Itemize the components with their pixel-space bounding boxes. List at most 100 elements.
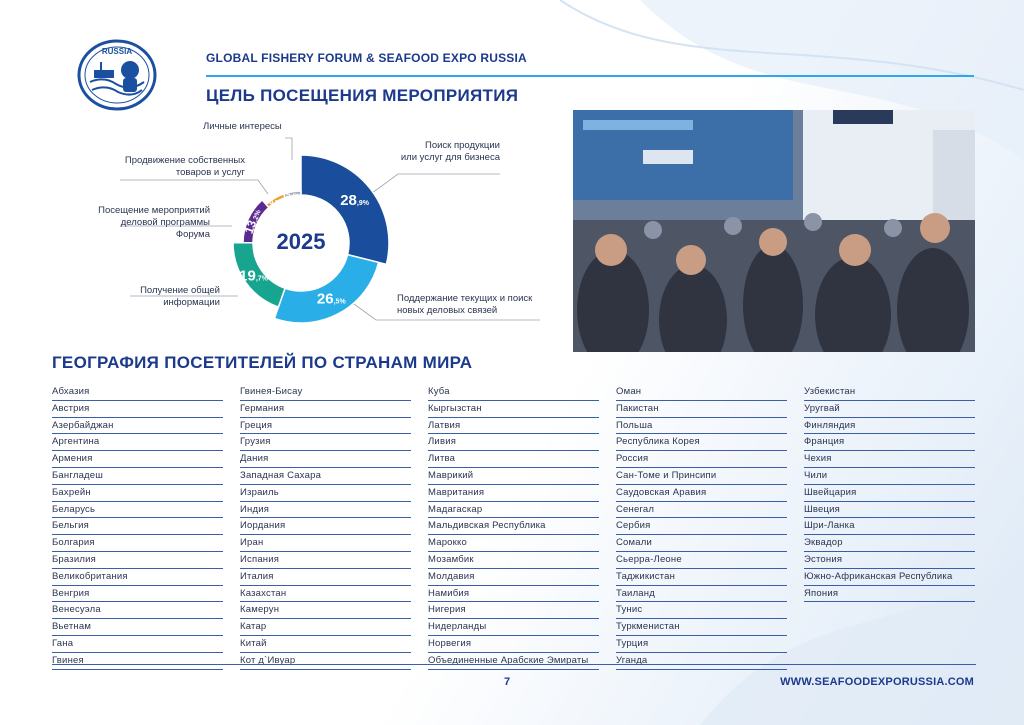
donut-slice-5 — [282, 190, 302, 199]
donut-value-main-5: 5 — [286, 191, 291, 200]
label-info-line1: Получение общей — [140, 285, 220, 296]
donut-slice-2 — [232, 241, 286, 309]
country-list-item: Молдавия — [428, 569, 599, 586]
country-list-item: Швейцария — [804, 485, 975, 502]
forum-logo: RUSSIA — [76, 38, 158, 112]
country-list-item: Чехия — [804, 451, 975, 468]
country-list-item: Вьетнам — [52, 619, 223, 636]
label-promotion-line1: Продвижение собственных — [124, 155, 245, 166]
country-list-item: Таджикистан — [616, 569, 787, 586]
purpose-donut-chart: 28,9%26,5%19,7%13,2%6,3%5,4% 2025 — [120, 137, 540, 324]
country-list-item: Объединенные Арабские Эмираты — [428, 653, 599, 670]
donut-value-main-0: 28 — [340, 192, 357, 209]
label-business-contacts: Поддержание текущих и поиск новых деловы… — [397, 293, 532, 317]
donut-slice-1 — [273, 253, 380, 324]
country-list-item: Гвинея-Бисау — [240, 384, 411, 401]
country-list-item: Польша — [616, 418, 787, 435]
country-list-item: Казахстан — [240, 586, 411, 603]
donut-value-label-2: 19,7% — [239, 267, 269, 284]
country-list-item: Венесуэла — [52, 602, 223, 620]
countries-column-1: Абхазия Австрия Азербайджан Аргентина Армени… — [52, 384, 223, 670]
country-list-item: Норвегия — [428, 636, 599, 653]
country-list-item: Сомали — [616, 535, 787, 552]
country-list-item: Южно-Африканская Республика — [804, 569, 975, 586]
country-list-item: Мальдивская Республика — [428, 518, 599, 536]
svg-text:RUSSIA: RUSSIA — [102, 47, 132, 56]
country-list-item: Эстония — [804, 552, 975, 569]
brand-title: GLOBAL FISHERY FORUM & SEAFOOD EXPO RUSS… — [206, 51, 527, 65]
country-list-item: Чили — [804, 468, 975, 485]
country-list-item: Греция — [240, 418, 411, 435]
country-list-item: Туркменистан — [616, 619, 787, 636]
leader-line-personal — [285, 137, 293, 160]
country-list-item: Япония — [804, 586, 975, 603]
country-list-item: Республика Корея — [616, 434, 787, 452]
country-list-item: Марокко — [428, 535, 599, 552]
donut-value-main-4: 6 — [269, 197, 274, 206]
country-list-item: Швеция — [804, 502, 975, 519]
donut-value-decimal-2: ,7% — [256, 275, 269, 282]
leader-line-search — [367, 173, 500, 197]
country-list-item: Тунис — [616, 602, 787, 620]
country-list-item: Венгрия — [52, 586, 223, 603]
donut-value-decimal-1: ,5% — [334, 298, 347, 305]
country-list-item: Камерун — [240, 602, 411, 620]
country-list-item: Шри-Ланка — [804, 518, 975, 536]
donut-value-decimal-4: ,3% — [273, 200, 282, 206]
country-list-item: Бразилия — [52, 552, 223, 569]
country-list-item: Германия — [240, 401, 411, 418]
donut-value-decimal-0: ,9% — [357, 200, 370, 207]
donut-value-main-2: 19 — [239, 267, 256, 284]
country-list-item: Нидерланды — [428, 619, 599, 636]
country-list-item: Великобритания — [52, 569, 223, 586]
country-list-item: Уганда — [616, 653, 787, 670]
country-list-item: Турция — [616, 636, 787, 653]
countries-column-3: Куба Кыргызстан Латвия Ливия Литва Маврикий Ма… — [428, 384, 599, 670]
country-list-item: Уругвай — [804, 401, 975, 418]
geography-section-title: ГЕОГРАФИЯ ПОСЕТИТЕЛЕЙ ПО СТРАНАМ МИРА — [52, 353, 473, 372]
country-list-item: Беларусь — [52, 502, 223, 519]
leader-line-contacts — [353, 303, 540, 321]
label-search-line1: Поиск продукции — [425, 140, 500, 151]
footer-divider — [52, 664, 976, 665]
country-list-item: Мозамбик — [428, 552, 599, 569]
country-list-item: Аргентина — [52, 434, 223, 452]
country-list-item: Саудовская Аравия — [616, 485, 787, 502]
label-promotion-line2: товаров и услуг — [175, 167, 245, 178]
donut-slice-3 — [242, 198, 270, 244]
donut-slice-0 — [300, 154, 390, 266]
country-list-item: Мавритания — [428, 485, 599, 502]
label-program-line2: деловой программы Форума — [120, 217, 210, 240]
country-list-item: Кыргызстан — [428, 401, 599, 418]
country-list-item: Иран — [240, 535, 411, 552]
country-list-item: Сьерра-Леоне — [616, 552, 787, 569]
label-info-line2: информации — [163, 297, 220, 308]
country-list-item: Гвинея — [52, 653, 223, 670]
country-list-item: Сенегал — [616, 502, 787, 519]
country-list-item: Иордания — [240, 518, 411, 536]
country-list-item: Латвия — [428, 418, 599, 435]
label-contacts-line2: новых деловых связей — [397, 305, 498, 316]
countries-column-5: Узбекистан Уругвай Финляндия Франция Чехия Чи… — [804, 384, 975, 603]
country-list-item: Австрия — [52, 401, 223, 418]
website-url[interactable]: WWW.SEAFOODEXPORUSSIA.COM — [780, 676, 974, 688]
country-list-item: Литва — [428, 451, 599, 468]
label-general-info: Получение общей информации — [128, 285, 220, 309]
label-business-program: Посещение мероприятий деловой программы … — [88, 205, 210, 241]
country-list-item: Таиланд — [616, 586, 787, 603]
country-list-item: Франция — [804, 434, 975, 452]
header-divider — [206, 75, 974, 77]
countries-table: Абхазия Австрия Азербайджан Аргентина Армени… — [52, 384, 976, 670]
country-list-item: Узбекистан — [804, 384, 975, 401]
country-list-item: Армения — [52, 451, 223, 468]
country-list-item: Намибия — [428, 586, 599, 603]
label-personal-interests: Личные интересы — [203, 121, 282, 132]
country-list-item: Мадагаскар — [428, 502, 599, 519]
country-list-item: Кот д`Ивуар — [240, 653, 411, 670]
donut-value-main-1: 26 — [317, 290, 334, 307]
donut-value-decimal-5: ,4% — [290, 194, 299, 200]
country-list-item: Нигерия — [428, 602, 599, 620]
donut-value-main-3: 13 — [242, 218, 260, 236]
country-list-item: Эквадор — [804, 535, 975, 552]
country-list-item: Абхазия — [52, 384, 223, 401]
